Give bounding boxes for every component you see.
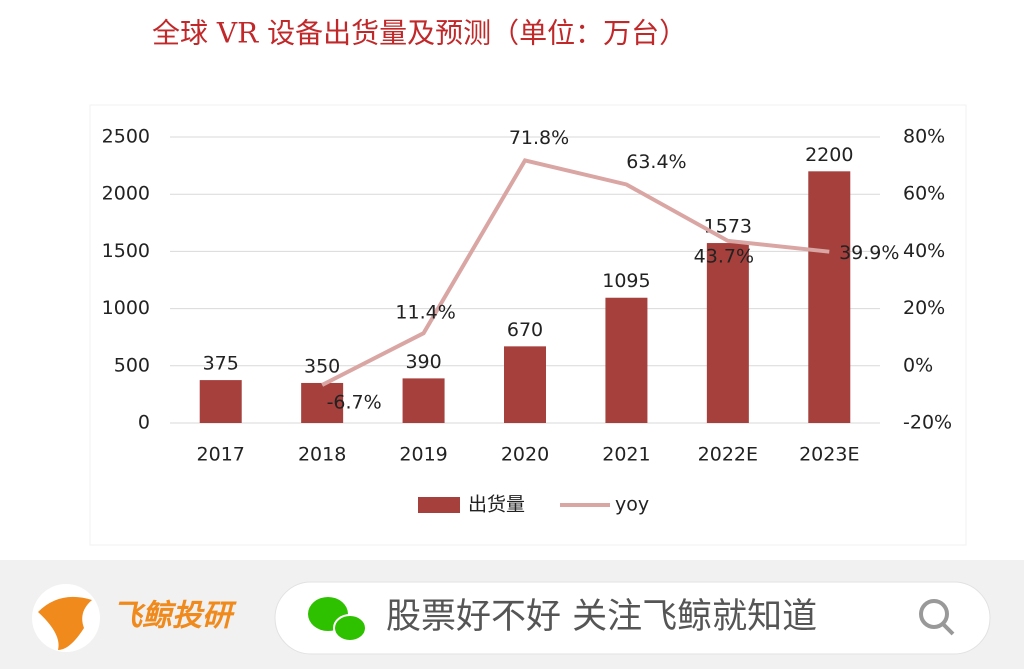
bar xyxy=(808,171,851,423)
bar-value-label: 1573 xyxy=(704,216,752,238)
bar xyxy=(706,243,749,423)
y2-tick-label: 40% xyxy=(903,240,945,262)
search-icon xyxy=(941,622,955,636)
line xyxy=(321,158,830,387)
y2-tick-label: -20% xyxy=(903,412,952,434)
x-tick-label: 2017 xyxy=(197,444,245,466)
search-text: 股票好不好 关注飞鲸就知道 xyxy=(386,597,817,637)
y2-tick-label: 60% xyxy=(903,183,945,205)
x-tick-label: 2018 xyxy=(298,444,346,466)
bar xyxy=(199,380,242,423)
bar xyxy=(402,378,445,423)
y2-tick-label: 20% xyxy=(903,297,945,319)
chart-title: 全球 VR 设备出货量及预测（单位：万台） xyxy=(152,17,687,50)
x-tick-label: 2022E xyxy=(698,444,758,466)
y-tick-label: 1000 xyxy=(102,297,150,319)
bar xyxy=(301,382,344,423)
x-tick-label: 2023E xyxy=(799,444,859,466)
bar xyxy=(605,297,648,423)
bar-value-label: 390 xyxy=(405,351,441,373)
bar-value-label: 670 xyxy=(507,319,543,341)
y2-tick-label: 0% xyxy=(903,354,933,376)
line-value-label: 63.4% xyxy=(626,151,686,173)
y-tick-label: 2500 xyxy=(102,126,150,148)
bar-value-label: 1095 xyxy=(602,270,650,292)
line-value-label: 71.8% xyxy=(509,127,569,149)
x-tick-label: 2020 xyxy=(501,444,549,466)
y-tick-label: 0 xyxy=(138,412,150,434)
legend-swatch xyxy=(418,497,460,513)
bar xyxy=(504,346,546,423)
x-tick-label: 2021 xyxy=(602,444,650,466)
line-value-label: 11.4% xyxy=(395,302,455,324)
bar-value-label: 350 xyxy=(304,355,340,377)
x-tick-label: 2019 xyxy=(399,444,447,466)
legend-label: yoy xyxy=(615,494,649,516)
logo xyxy=(38,596,92,650)
search-icon[interactable] xyxy=(919,599,949,629)
line-value-label: 39.9% xyxy=(839,242,899,264)
plot: 0 500 1000 1500 2000 2500 -20% 0% 20% 40% 60% 80% 20… xyxy=(102,126,952,516)
brand: 飞鲸投研 xyxy=(112,599,237,634)
bar-value-label: 375 xyxy=(203,353,239,375)
y-tick-label: 1500 xyxy=(102,240,150,262)
bar-value-label: 2200 xyxy=(805,144,853,166)
y-tick-label: 500 xyxy=(114,354,150,376)
line-value-label: -6.7% xyxy=(327,391,382,413)
y-tick-label: 2000 xyxy=(102,183,150,205)
legend-label: 出货量 xyxy=(468,494,525,516)
wechat-icon xyxy=(333,614,367,642)
y2-tick-label: 80% xyxy=(903,126,945,148)
search-box[interactable] xyxy=(274,581,991,655)
line-value-label: 43.7% xyxy=(694,245,754,267)
